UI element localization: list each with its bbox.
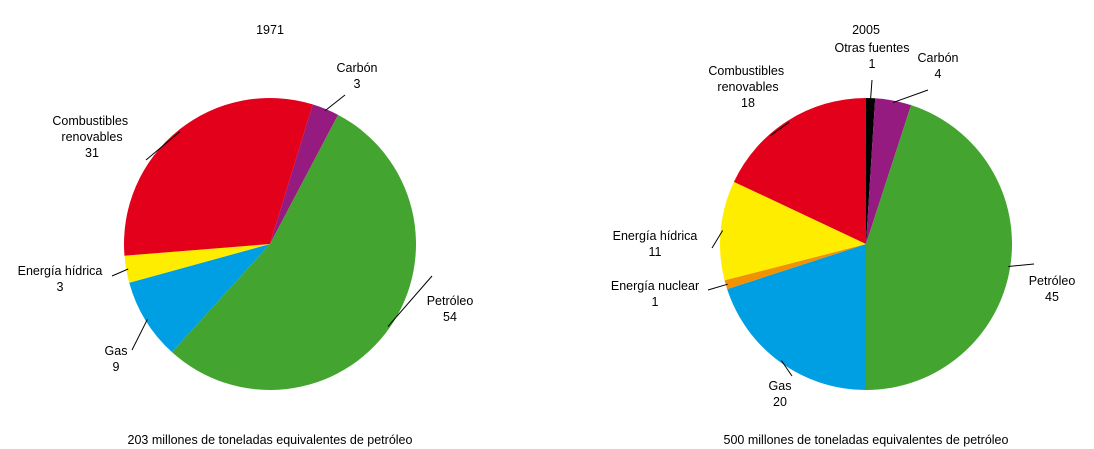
pie-slice [270, 104, 339, 244]
chart-title: 1971 [256, 23, 284, 37]
slice-label: Petróleo [1029, 274, 1076, 288]
slice-label-line: renovables [61, 130, 122, 144]
slice-label-line: Combustibles [708, 64, 787, 78]
slice-label: Energía nuclear [611, 279, 699, 293]
slice-label: Gas [105, 344, 128, 358]
leader-line [131, 319, 148, 351]
slice-label: Energía hídrica [613, 229, 698, 243]
chart-title: 2005 [852, 23, 880, 37]
leader-line [1008, 263, 1035, 268]
pie-slice [727, 244, 866, 390]
chart-subtitle: 203 millones de toneladas equivalentes d… [128, 433, 413, 447]
slice-label-line: renovables [717, 80, 778, 94]
pie-slice [866, 98, 912, 244]
slice-label: Combustibles renovables [708, 64, 787, 94]
pie-slice [866, 98, 876, 244]
chart-subtitle: 500 millones de toneladas equivalentes d… [724, 433, 1009, 447]
value-label: 45 [1045, 290, 1059, 304]
leader-line [780, 360, 793, 377]
leader-line [892, 89, 929, 104]
leader-line [387, 275, 433, 327]
pie-slice [733, 98, 866, 244]
slice-label: Gas [769, 379, 792, 393]
value-label: 4 [935, 67, 942, 81]
leader-line [769, 122, 790, 137]
value-label: 3 [57, 280, 64, 294]
pie-slice [124, 244, 271, 283]
pie-slice [724, 244, 866, 290]
slice-label-line: Combustibles [52, 114, 131, 128]
pie-slice [129, 244, 270, 353]
leader-line [111, 268, 129, 277]
leader-line [707, 283, 728, 291]
pie-slice [171, 114, 417, 391]
value-label: 3 [354, 77, 361, 91]
value-label: 54 [443, 310, 457, 324]
value-label: 31 [85, 146, 99, 160]
leader-line [145, 131, 181, 161]
slice-label: Otras fuentes [834, 41, 909, 55]
value-label: 1 [652, 295, 659, 309]
leader-line [870, 79, 873, 101]
slice-label: Carbón [337, 61, 378, 75]
value-label: 18 [741, 96, 755, 110]
slice-label: Petróleo [427, 294, 474, 308]
pie-slice [720, 181, 866, 281]
leader-line [324, 94, 346, 112]
slice-label: Carbón [918, 51, 959, 65]
leader-line [711, 230, 724, 249]
slice-label: Combustibles renovables [52, 114, 131, 144]
value-label: 9 [113, 360, 120, 374]
value-label: 1 [869, 57, 876, 71]
pie-slice [124, 98, 313, 256]
value-label: 20 [773, 395, 787, 409]
slice-label: Energía hídrica [18, 264, 103, 278]
value-label: 11 [649, 245, 662, 259]
pie-slice [866, 105, 1013, 390]
